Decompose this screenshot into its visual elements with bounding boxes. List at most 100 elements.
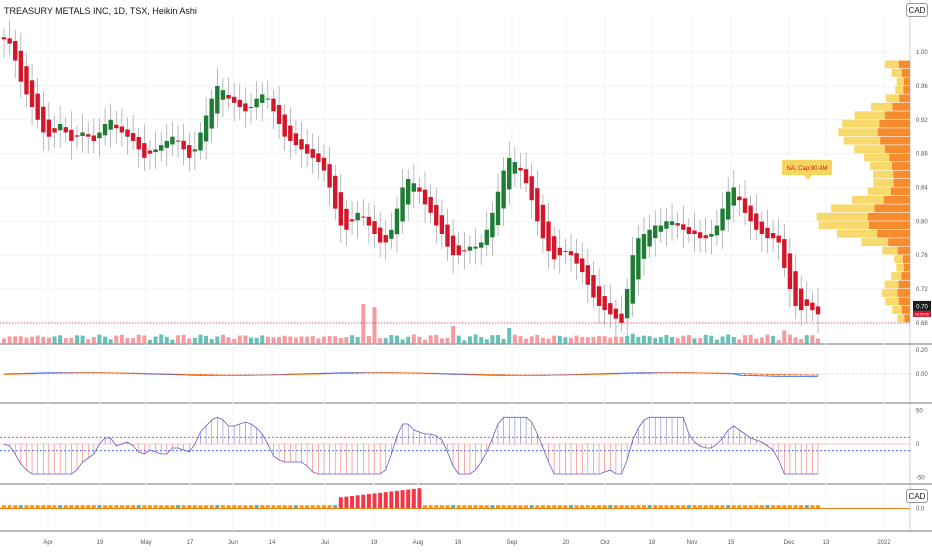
- volume-bar: [568, 337, 573, 344]
- volume-bar: [810, 335, 815, 344]
- indicator-bar: [804, 505, 809, 509]
- candle-body: [568, 251, 574, 256]
- indicator-bar: [630, 505, 635, 509]
- candle-body: [63, 127, 68, 133]
- volume-bar: [535, 334, 540, 344]
- indicator-bar: [204, 505, 209, 509]
- indicator-bar: [2, 505, 6, 509]
- candle-body: [29, 80, 35, 108]
- indicator-bar: [305, 505, 310, 509]
- volume-bar: [467, 336, 472, 344]
- candle-body: [664, 221, 669, 229]
- volume-bar: [350, 335, 355, 344]
- volume-profile-bar: [901, 272, 910, 280]
- volume-bar: [456, 335, 461, 344]
- volume-profile-bar: [898, 280, 910, 289]
- candle-body: [361, 216, 366, 218]
- candle-body: [282, 114, 287, 137]
- annotation-box[interactable]: [782, 160, 832, 175]
- volume-profile-bar: [884, 280, 899, 289]
- volume-bar: [288, 336, 293, 344]
- indicator-bar: [80, 505, 85, 509]
- indicator-bar: [288, 505, 293, 509]
- candle-body: [203, 115, 209, 142]
- indicator-bar: [282, 505, 287, 509]
- indicator-bar: [350, 495, 355, 509]
- volume-profile-bar: [896, 77, 905, 86]
- volume-bar: [310, 336, 315, 344]
- x-tick-label: Aug: [413, 540, 424, 546]
- indicator-bar: [52, 505, 57, 509]
- indicator-bar: [103, 505, 108, 509]
- volume-profile-bar: [867, 212, 910, 221]
- volume-profile-bar: [903, 263, 910, 272]
- volume-bar: [316, 338, 321, 344]
- indicator-bar: [496, 505, 501, 509]
- candle-body: [602, 296, 607, 311]
- last-price-sub-label: 00:00:00: [915, 312, 929, 316]
- indicator-bar: [232, 505, 237, 509]
- volume-bar: [74, 335, 79, 344]
- y-tick-label-pane2: 0.20: [916, 348, 928, 354]
- volume-profile-bar: [899, 94, 910, 103]
- indicator-bar: [159, 505, 164, 509]
- oscillator-line: [3, 416, 818, 475]
- currency-badge[interactable]: CAD: [906, 3, 928, 17]
- volume-profile-bar: [877, 229, 910, 238]
- volume-bar: [383, 338, 388, 344]
- y-tick-label: 0.96: [916, 84, 928, 90]
- candle-body: [209, 98, 214, 129]
- volume-profile-bar: [854, 111, 886, 120]
- volume-bar: [496, 335, 501, 344]
- y-tick-label: 0.80: [916, 219, 928, 225]
- volume-bar: [355, 336, 360, 344]
- candle-body: [377, 227, 383, 243]
- candle-body: [243, 103, 248, 112]
- indicator-bar: [131, 505, 136, 509]
- volume-bar: [91, 337, 96, 344]
- indicator-bar: [585, 505, 590, 509]
- volume-bar: [759, 337, 764, 344]
- candle-body: [136, 137, 141, 150]
- indicator-bar: [743, 505, 748, 509]
- x-tick-label: Sep: [507, 540, 518, 546]
- volume-bar: [428, 335, 433, 344]
- indicator-bar: [608, 505, 613, 509]
- candle-body: [641, 234, 647, 259]
- volume-bar: [176, 335, 181, 344]
- volume-profile-bar: [885, 297, 899, 306]
- indicator-bar: [754, 505, 759, 509]
- indicator-bar: [467, 505, 472, 509]
- indicator-bar: [69, 505, 74, 509]
- candle-body: [754, 213, 759, 230]
- volume-profile-bar: [818, 221, 869, 230]
- candle-body: [69, 129, 74, 141]
- indicator-bar: [591, 505, 596, 509]
- volume-bar: [299, 336, 304, 344]
- volume-profile-bar: [892, 162, 910, 170]
- volume-bar: [703, 334, 708, 344]
- y-tick-label: 0.92: [916, 118, 928, 124]
- y-tick-label: 0.84: [916, 185, 928, 191]
- indicator-bar: [720, 505, 725, 509]
- indicator-bar: [799, 505, 804, 509]
- indicator-bar: [406, 489, 411, 509]
- indicator-bar: [277, 505, 282, 509]
- volume-bar: [198, 334, 203, 344]
- currency-badge-lower[interactable]: CAD: [906, 489, 928, 503]
- volume-bar: [720, 336, 725, 344]
- candle-body: [580, 258, 585, 273]
- volume-bar: [782, 330, 787, 344]
- x-tick-label: 14: [269, 540, 276, 546]
- volume-bar: [2, 338, 6, 344]
- volume-profile-bar: [874, 204, 910, 213]
- volume-bar: [24, 337, 29, 344]
- candle-body: [333, 175, 338, 209]
- x-tick-label: 18: [649, 540, 656, 546]
- candle-body: [35, 93, 40, 120]
- volume-bar: [7, 336, 12, 344]
- candle-body: [782, 239, 787, 268]
- volume-bar: [114, 335, 119, 344]
- indicator-bar: [552, 505, 557, 509]
